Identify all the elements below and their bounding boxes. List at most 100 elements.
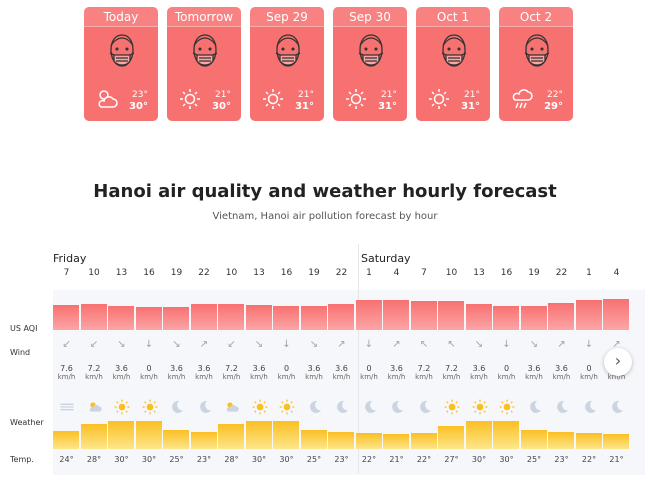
hour-label: 4 bbox=[393, 268, 400, 278]
rain-icon bbox=[508, 87, 536, 111]
temperature-bar bbox=[548, 432, 574, 449]
wind-unit: km/h bbox=[442, 373, 461, 381]
aqi-bar bbox=[548, 303, 574, 330]
aqi-bar bbox=[465, 304, 492, 330]
face-mask-icon bbox=[104, 32, 140, 72]
wind-speed: 3.6 bbox=[472, 364, 486, 373]
temperature-value: 21° bbox=[389, 455, 404, 464]
hour-label: 13 bbox=[253, 268, 265, 278]
hour-label: 1 bbox=[586, 268, 592, 278]
hour-row: 7 10 13 16 19 22 10 13 16 19 22 1 4 7 10 13 16 19 22 1 4 bbox=[0, 268, 650, 284]
wind-direction-icon: ↗ bbox=[199, 339, 209, 350]
hour-label: 22 bbox=[335, 268, 348, 278]
temperature-bar bbox=[273, 421, 299, 449]
hour-label: 16 bbox=[280, 268, 293, 278]
temperature-value: 23° bbox=[554, 455, 569, 464]
wind-unit: km/h bbox=[195, 373, 213, 381]
moon-icon bbox=[554, 399, 570, 415]
weather-cell bbox=[135, 397, 163, 449]
forecast-card[interactable]: Oct 2 22° 29° bbox=[499, 7, 573, 121]
temperature-row: 24° 28° 30° 30° 25° 23° 28° 30° 30° 25° 23° 22° 21° 2… bbox=[0, 455, 650, 469]
wind-speed: 3.6 bbox=[170, 364, 183, 373]
wind-cell: ↖ 7.2 km/h bbox=[438, 340, 465, 382]
temperature-bar bbox=[520, 430, 547, 449]
aqi-bars-row bbox=[0, 290, 650, 330]
wind-direction-icon: ↓ bbox=[282, 339, 291, 350]
wind-unit: km/h bbox=[305, 373, 323, 381]
wind-speed: 3.6 bbox=[527, 364, 541, 373]
hour-label: 10 bbox=[445, 268, 458, 278]
weather-cell bbox=[245, 397, 273, 449]
moon-icon bbox=[389, 399, 405, 415]
page-title: Hanoi air quality and weather hourly for… bbox=[93, 181, 557, 202]
partly-cloudy-icon bbox=[87, 399, 103, 415]
row-label-wind: Wind bbox=[10, 348, 31, 357]
wind-direction-icon: ↓ bbox=[364, 339, 374, 350]
wind-unit: km/h bbox=[277, 373, 296, 381]
hour-label: 10 bbox=[88, 268, 100, 278]
wind-unit: km/h bbox=[167, 373, 186, 381]
aqi-bar bbox=[383, 300, 409, 330]
row-label-aqi: US AQI bbox=[10, 324, 38, 333]
wind-cell: ↓ 0 km/h bbox=[356, 339, 383, 382]
forecast-card[interactable]: Today 23° 30° bbox=[84, 7, 158, 121]
hour-label: 16 bbox=[143, 268, 155, 278]
wind-speed: 3.6 bbox=[197, 364, 211, 373]
hour-label: 19 bbox=[528, 268, 540, 278]
wind-speed: 3.6 bbox=[390, 364, 403, 373]
wind-speed: 7.2 bbox=[445, 364, 458, 373]
wind-direction-icon: ↙ bbox=[62, 339, 71, 350]
weather-row bbox=[0, 397, 650, 449]
forecast-card-day: Oct 2 bbox=[499, 7, 573, 27]
wind-cell: ↓ 0 km/h bbox=[136, 340, 163, 382]
forecast-card-low: 21° bbox=[298, 90, 314, 100]
wind-unit: km/h bbox=[497, 373, 516, 381]
wind-direction-icon: ↓ bbox=[584, 339, 594, 350]
weather-cell bbox=[300, 397, 328, 449]
face-mask-icon bbox=[519, 32, 555, 72]
wind-direction-icon: ↗ bbox=[612, 339, 621, 350]
moon-icon bbox=[334, 399, 350, 415]
sun-icon bbox=[252, 399, 268, 415]
temperature-value: 27° bbox=[444, 455, 459, 464]
scroll-next-button[interactable]: › bbox=[604, 348, 632, 376]
forecast-card[interactable]: Sep 29 21° 31° bbox=[250, 7, 324, 121]
hour-label: 10 bbox=[225, 268, 238, 278]
temperature-bar bbox=[493, 421, 519, 449]
wind-cell: ↘ 3.6 km/h bbox=[108, 340, 135, 382]
moon-icon bbox=[307, 399, 323, 415]
daily-forecast-cards: Today 23° 30° Tomorrow 21° 30° Sep 29 21° 31° Sep… bbox=[84, 7, 574, 122]
wind-speed: 0 bbox=[146, 364, 152, 373]
forecast-card-day: Sep 29 bbox=[250, 7, 324, 27]
face-mask-icon bbox=[436, 32, 472, 72]
wind-cell: ↘ 3.6 km/h bbox=[301, 340, 328, 382]
sun-icon bbox=[342, 87, 370, 111]
sun-icon bbox=[142, 399, 158, 415]
hour-label: 19 bbox=[170, 268, 183, 278]
temperature-value: 24° bbox=[59, 455, 74, 464]
temperature-bar bbox=[108, 421, 134, 449]
forecast-card[interactable]: Sep 30 21° 31° bbox=[333, 7, 407, 121]
wind-speed: 0 bbox=[503, 364, 510, 373]
wind-speed: 7.2 bbox=[87, 364, 101, 373]
temperature-bar bbox=[80, 424, 107, 449]
aqi-bar bbox=[438, 301, 464, 330]
moon-icon bbox=[417, 399, 433, 415]
aqi-bar bbox=[163, 307, 189, 330]
temperature-value: 23° bbox=[196, 455, 212, 464]
temperature-value: 30° bbox=[279, 455, 294, 464]
wind-speed: 7.2 bbox=[417, 364, 431, 373]
wind-cell: ↙ 7.2 km/h bbox=[81, 340, 108, 382]
forecast-card-low: 22° bbox=[547, 90, 563, 100]
wind-cell: ↓ 0 km/h bbox=[493, 340, 520, 382]
forecast-card[interactable]: Tomorrow 21° 30° bbox=[167, 7, 241, 121]
wind-cell: ↘ 3.6 km/h bbox=[246, 340, 273, 382]
hour-label: 16 bbox=[500, 268, 513, 278]
aqi-bar bbox=[218, 304, 244, 330]
fog-icon bbox=[59, 399, 75, 415]
wind-direction-icon: ↗ bbox=[392, 339, 401, 350]
weather-cell bbox=[218, 397, 245, 449]
wind-speed: 3.6 bbox=[252, 364, 266, 373]
forecast-card[interactable]: Oct 1 21° 31° bbox=[416, 7, 490, 121]
temperature-value: 21° bbox=[609, 455, 624, 464]
